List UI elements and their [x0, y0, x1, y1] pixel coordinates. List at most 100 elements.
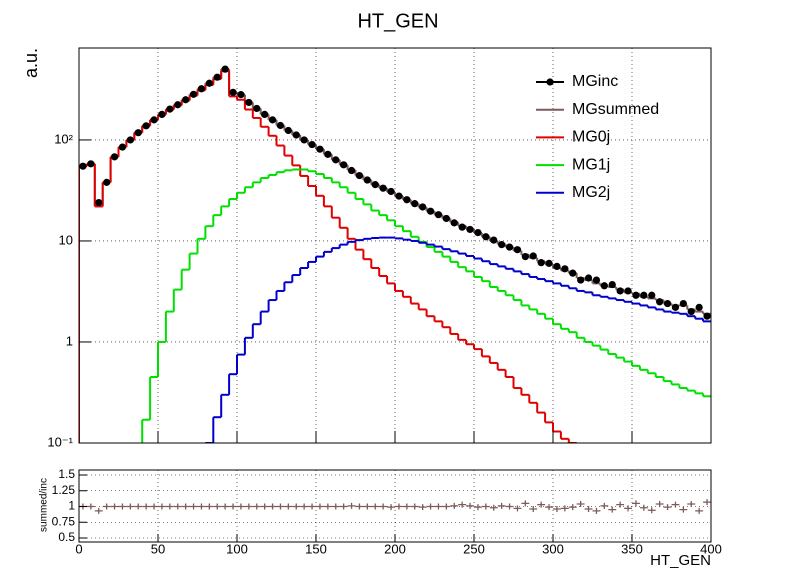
ratio-point	[229, 503, 237, 510]
data-point	[166, 105, 174, 113]
data-point	[584, 274, 593, 282]
y-tick-label: 0.5	[58, 530, 75, 544]
data-point	[118, 143, 127, 151]
ratio-point	[323, 503, 332, 510]
ratio-point	[553, 506, 561, 513]
ratio-point	[568, 504, 577, 511]
data-point	[403, 196, 411, 204]
data-point	[268, 116, 277, 124]
ratio-point	[316, 503, 324, 510]
data-point	[561, 265, 569, 273]
ratio-point	[276, 503, 285, 510]
ratio-point	[308, 503, 316, 510]
ratio-point	[300, 503, 309, 510]
ratio-point	[379, 503, 388, 510]
legend-label: MG1j	[572, 156, 610, 173]
y-tick-label: 1	[66, 333, 73, 348]
data-point	[490, 236, 498, 244]
data-point	[458, 223, 466, 231]
ratio-point	[600, 502, 609, 509]
data-point	[411, 200, 419, 208]
data-point	[316, 145, 324, 153]
data-point	[205, 79, 213, 87]
data-point	[221, 65, 229, 73]
x-tick-label: 150	[305, 541, 327, 556]
ratio-point	[537, 501, 546, 508]
ratio-point	[560, 505, 569, 512]
data-point	[474, 228, 482, 237]
y-axis-label: a.u.	[21, 48, 41, 78]
ratio-point	[426, 503, 435, 510]
ratio-point	[355, 503, 364, 510]
data-point	[529, 252, 537, 260]
legend-label: MG2j	[572, 184, 610, 201]
data-point	[521, 253, 529, 261]
data-point	[663, 299, 672, 308]
data-point	[442, 214, 450, 223]
data-point	[434, 211, 443, 219]
data-point	[182, 96, 190, 104]
data-point	[79, 162, 87, 170]
data-point	[174, 101, 182, 109]
data-point	[600, 282, 608, 290]
ratio-point	[505, 503, 514, 510]
data-point	[632, 291, 640, 299]
ratio-point	[197, 503, 206, 510]
data-point	[466, 225, 474, 234]
x-tick-label: 300	[542, 541, 564, 556]
data-point	[592, 276, 601, 284]
y-tick-label: 10²	[54, 131, 73, 146]
ratio-point	[497, 502, 506, 509]
ratio-point	[632, 500, 640, 507]
ratio-point	[584, 506, 593, 513]
data-point	[703, 312, 711, 320]
data-point	[340, 161, 348, 169]
data-point	[545, 259, 553, 267]
x-tick-label: 350	[621, 541, 643, 556]
data-point	[616, 287, 624, 295]
ratio-point	[624, 505, 632, 512]
ratio-point	[221, 503, 230, 510]
data-point	[498, 241, 506, 249]
ratio-point	[134, 503, 143, 510]
data-point	[371, 181, 379, 189]
ratio-point	[466, 502, 474, 509]
ratio-point	[331, 503, 340, 510]
data-point	[261, 110, 269, 118]
ratio-point	[489, 504, 498, 511]
data-point	[355, 171, 364, 180]
ratio-point	[687, 500, 696, 507]
data-point	[292, 131, 300, 139]
data-point	[134, 129, 142, 137]
data-point	[687, 307, 695, 316]
ratio-point	[110, 503, 119, 510]
data-point	[126, 136, 134, 144]
data-point	[347, 166, 356, 175]
data-point	[482, 233, 490, 241]
data-point	[450, 219, 458, 227]
data-point	[284, 126, 292, 135]
ratio-point	[395, 503, 403, 510]
data-point	[197, 85, 206, 93]
data-point	[656, 298, 664, 306]
data-point	[87, 160, 95, 168]
data-point	[505, 243, 514, 251]
ratio-point	[86, 503, 95, 510]
legend-label: MGsummed	[572, 101, 659, 118]
ratio-y-label: summed/inc	[39, 478, 50, 532]
data-point	[158, 110, 166, 118]
ratio-point	[410, 503, 419, 510]
ratio-point	[703, 499, 711, 506]
data-point	[419, 203, 427, 211]
data-point	[379, 184, 387, 192]
data-point	[569, 269, 577, 277]
x-tick-label: 250	[463, 541, 485, 556]
x-tick-label: 400	[700, 541, 722, 556]
plot-area	[79, 48, 711, 443]
data-point	[577, 276, 585, 284]
ratio-point	[339, 503, 348, 510]
y-tick-label: 10⁻¹	[47, 434, 73, 449]
ratio-point	[481, 503, 490, 510]
ratio-point	[639, 504, 648, 511]
